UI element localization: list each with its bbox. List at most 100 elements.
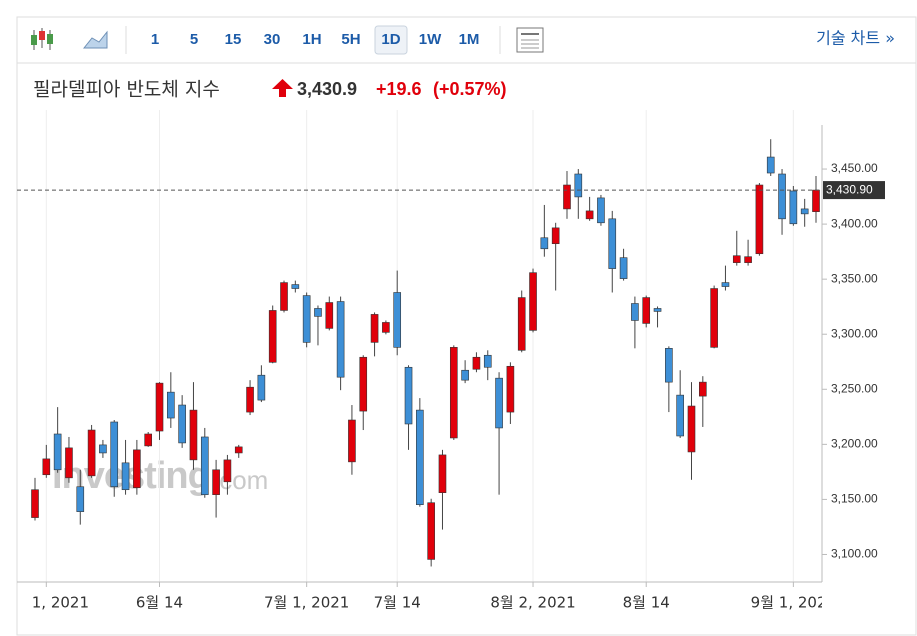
candle-body [800,208,809,215]
candle-body [178,404,186,444]
x-tick-label: 7월 1, 2021 [264,594,349,612]
candle-body [416,409,424,505]
area-icon[interactable] [82,30,108,49]
candle-body [608,218,617,269]
x-tick-label: 8월 14 [623,594,670,612]
watermark-brand: Investing [52,455,210,497]
candle-body [721,282,730,287]
x-tick-label: 7월 14 [374,594,421,612]
y-tick-label: 3,350.00 [831,271,878,285]
instrument-name: 필라델피아 반도체 지수 [33,79,220,101]
candle-body [551,227,560,245]
x-tick-label: 6월 1, 2021 [4,594,89,612]
candle-body [687,405,696,453]
x-tick-label: 6월 14 [136,594,183,612]
plot [17,110,822,582]
candle-body [631,303,639,321]
y-tick-label: 3,300.00 [831,326,878,340]
candle-body [812,189,820,212]
candle-body [99,444,107,454]
candle-body [155,382,164,432]
candle-body [517,297,526,351]
candle-body [167,391,175,419]
candle-body [778,173,786,220]
candle-body [144,433,152,447]
candle-body [110,421,119,488]
candle-body [87,429,96,477]
candle-body [382,322,390,333]
price: 3,430.9 [297,79,357,99]
table-icon[interactable] [516,27,544,53]
last-price-label: 3,430.90 [826,182,873,196]
up-arrow [272,79,293,97]
candle-body [732,255,741,263]
interval-button[interactable]: 1D [381,31,400,48]
candle-body [529,272,537,331]
interval-selected [374,25,408,55]
interval-button[interactable]: 1 [151,31,159,48]
candle-body [574,173,583,198]
change: +19.6 [376,79,422,99]
candle-body [325,302,334,329]
toolbar: 기술 차트 » 1 5 15 30 1H 5H 1D 1W 1M [31,25,895,55]
candle-body [53,433,62,471]
candle-body [676,394,684,437]
watermark-suffix: .com [212,465,268,495]
candle-body [699,381,707,397]
change-percent: (+0.57%) [433,79,507,99]
interval-button[interactable]: 1W [419,31,442,48]
interval-button[interactable]: 1H [302,31,321,48]
candle-body [280,282,288,311]
y-tick-label: 3,400.00 [831,216,878,230]
last-price-box [823,181,885,200]
x-tick-label: 8월 2, 2021 [490,594,575,612]
frame [16,16,917,636]
candle-body [744,256,752,263]
candle-body [710,288,718,348]
y-tick-label: 3,200.00 [831,437,878,451]
candle-body [370,314,379,343]
candle-body [223,459,232,483]
candle-body [393,292,402,348]
candle-body [642,297,651,324]
candle-body [404,366,413,425]
candle-body [472,356,481,370]
x-tick-label: 9월 1, 2021 [751,594,836,612]
candle-body [189,409,198,461]
candle-body [246,386,254,413]
candle-body [31,489,39,518]
candle-body [200,436,209,495]
candle-body [302,295,311,343]
candle-body [483,354,492,368]
candle-body [540,237,549,250]
interval-button[interactable]: 1M [459,31,480,48]
x-labels: 6월 1, 2021 6월 14 7월 1, 2021 7월 14 8월 2, 2021… [4,594,836,612]
candle-body [665,348,673,383]
candle-icon[interactable] [31,28,53,50]
candle-body [212,469,220,495]
candle-body [789,190,798,225]
candle-body [766,156,775,174]
candle-body [755,184,764,255]
candle-body [495,377,503,429]
tech-chart-link[interactable]: 기술 차트 » [816,29,895,48]
interval-button[interactable]: 5 [190,31,198,48]
candle-body [506,365,515,413]
candle-body [597,197,605,224]
candle-body [619,257,628,279]
candle-body [653,308,662,312]
candle-body [133,449,141,489]
interval-button[interactable]: 5H [341,31,360,48]
y-tick-label: 3,250.00 [831,381,878,395]
candle-body [268,310,277,363]
interval-button[interactable]: 30 [264,31,281,48]
candle-body [291,284,300,289]
candle-body [438,454,447,493]
candle-body [336,301,345,378]
candle-body [427,502,435,560]
candle-body [359,356,368,412]
interval-button[interactable]: 15 [225,31,242,48]
candle-body [257,374,266,401]
y-tick-label: 3,450.00 [831,161,878,175]
